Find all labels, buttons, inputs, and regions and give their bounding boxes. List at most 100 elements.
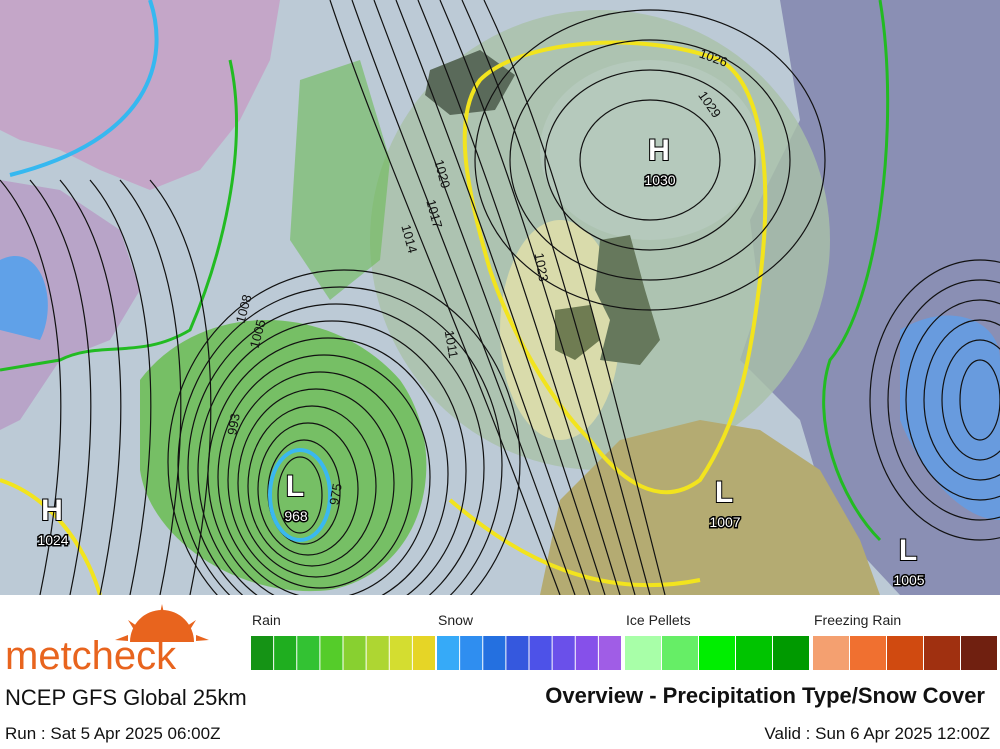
isobar-label: 1020	[431, 158, 453, 190]
pressure-symbol: H	[41, 494, 63, 527]
pressure-symbol: H	[648, 134, 670, 167]
legend-swatch	[887, 636, 923, 670]
isobar-label: 1008	[233, 293, 255, 325]
isobar	[579, 99, 721, 221]
isobar	[0, 179, 62, 596]
legend-label: Snow	[438, 612, 474, 628]
legend-swatch	[460, 636, 483, 670]
legend-swatch	[813, 636, 849, 670]
europe-land	[540, 420, 880, 595]
isobar	[887, 279, 1000, 521]
legend-swatch	[850, 636, 886, 670]
legend-swatch	[598, 636, 621, 670]
logo-sun	[115, 604, 209, 642]
isobar	[941, 339, 1000, 461]
freezing-line	[9, 0, 159, 177]
isobar	[869, 259, 1000, 541]
iceland	[425, 50, 515, 115]
legend-swatch	[343, 636, 366, 670]
low-core	[268, 448, 332, 542]
isobar	[351, 0, 576, 596]
run-time: Run : Sat 5 Apr 2025 06:00Z	[5, 724, 220, 743]
isobar	[149, 179, 212, 596]
isobar-label: 975	[326, 482, 345, 506]
pressure-value: 1007	[709, 514, 740, 530]
model-name: NCEP GFS Global 25km	[5, 685, 247, 710]
isobar	[439, 0, 636, 596]
legend-swatch	[483, 636, 506, 670]
isobar	[474, 9, 826, 311]
pressure-value: 968	[284, 508, 308, 524]
legend-swatch	[552, 636, 575, 670]
snow-area	[900, 315, 1000, 520]
legend: Rain Snow Ice Pellets Freezing Rain	[251, 612, 997, 670]
pressure-value: 1005	[893, 572, 924, 588]
isobar	[267, 439, 341, 545]
logo: metcheck	[5, 634, 177, 678]
canada	[0, 180, 140, 430]
contour-yellow	[462, 40, 768, 495]
isobar	[395, 0, 606, 596]
isobar	[544, 69, 756, 251]
legend-swatch	[366, 636, 389, 670]
pressure-symbol: L	[715, 476, 733, 509]
pressure-symbol: L	[286, 470, 304, 503]
isobar	[277, 456, 323, 534]
isobar	[417, 0, 621, 596]
isobar-label: 1014	[398, 223, 420, 255]
rain-band	[290, 60, 390, 300]
legend-swatch	[961, 636, 997, 670]
legend-swatch	[625, 636, 661, 670]
legend-swatch	[773, 636, 809, 670]
isobar-label: 1023	[532, 252, 552, 283]
isobar	[119, 179, 182, 596]
isobar	[923, 319, 1000, 481]
valid-time: Valid : Sun 6 Apr 2025 12:00Z	[764, 724, 990, 743]
isobar	[461, 0, 651, 596]
high-core	[540, 60, 760, 240]
contour-green-2	[822, 0, 890, 542]
legend-swatch	[506, 636, 529, 670]
isobar	[227, 371, 413, 589]
britain	[595, 235, 660, 365]
isobar	[329, 0, 561, 596]
isobar	[373, 0, 591, 596]
isobar	[89, 179, 152, 596]
legend-swatch	[736, 636, 772, 670]
legend-label: Freezing Rain	[814, 612, 901, 628]
isobar-label: 993	[224, 412, 243, 436]
contour-green	[0, 59, 238, 372]
footer: metcheck Rain Snow Ice Pellets Freezing Rai…	[0, 595, 1000, 749]
isobar-label: 1005	[247, 318, 269, 350]
isobar	[905, 299, 1000, 501]
snow-area-west	[0, 256, 48, 340]
legend-label: Ice Pellets	[626, 612, 691, 628]
isobar	[483, 0, 666, 596]
legend-swatch	[529, 636, 552, 670]
isobar	[237, 388, 395, 578]
isobar	[247, 405, 377, 567]
pressure-symbol: L	[899, 534, 917, 567]
isobar	[29, 179, 92, 596]
legend-swatch	[699, 636, 735, 670]
pressure-value: 1030	[644, 172, 675, 188]
legend-label: Rain	[252, 612, 281, 628]
map: 1026102910201017101410111008100599310239…	[0, 0, 1000, 655]
isobar-label: 1017	[423, 198, 445, 230]
legend-swatch	[412, 636, 435, 670]
isobar	[509, 39, 791, 281]
legend-swatch	[437, 636, 460, 670]
legend-swatch	[662, 636, 698, 670]
legend-swatch	[389, 636, 412, 670]
contour-yellow-3	[0, 478, 102, 596]
map-title: Overview - Precipitation Type/Snow Cover	[545, 683, 985, 708]
pressure-value: 1024	[37, 532, 68, 548]
legend-swatch	[274, 636, 297, 670]
isobar	[59, 179, 122, 596]
isobar	[959, 359, 1000, 441]
isobar	[257, 422, 359, 556]
legend-swatch	[251, 636, 274, 670]
legend-swatch	[924, 636, 960, 670]
isobar-label: 1011	[442, 329, 462, 359]
